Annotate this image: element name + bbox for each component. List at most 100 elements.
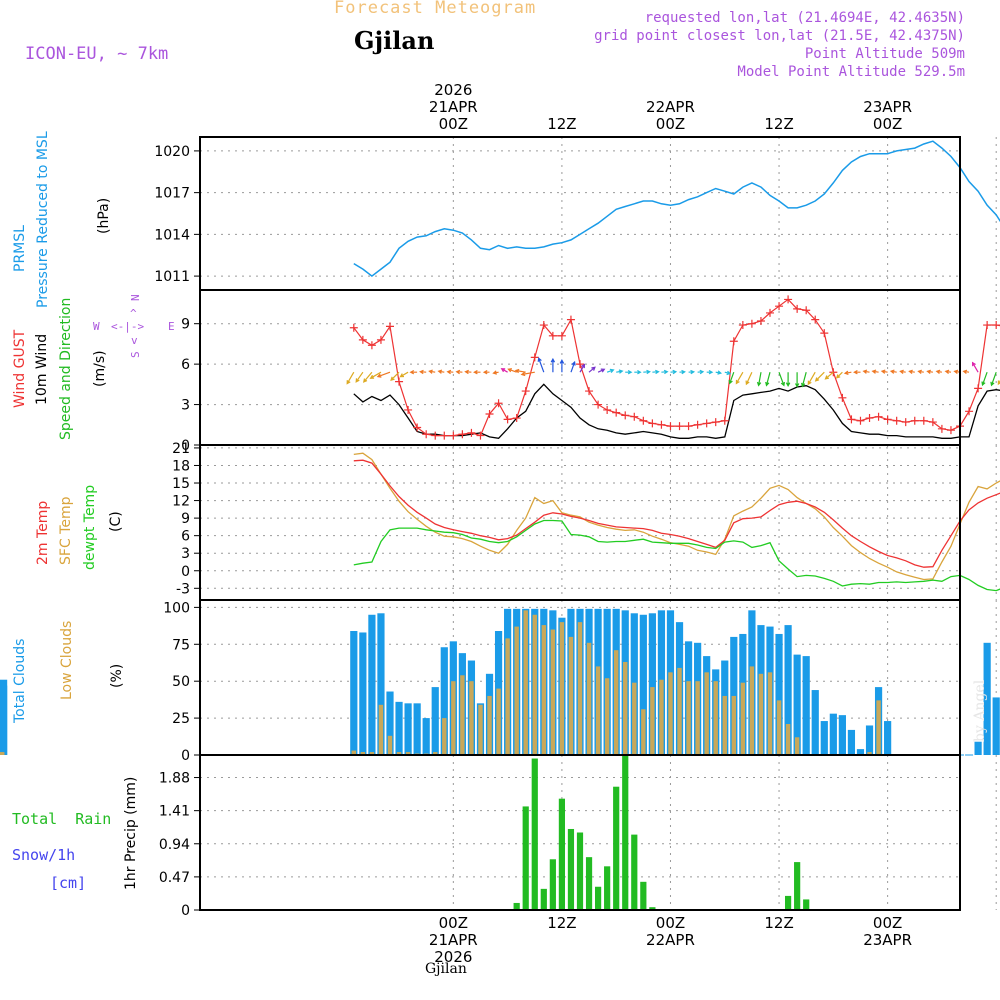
gust-marker bbox=[476, 431, 485, 440]
wind-direction-arrow bbox=[369, 371, 382, 379]
wind-direction-arrow bbox=[862, 369, 870, 374]
gust-marker bbox=[449, 431, 458, 440]
low-cloud-bar bbox=[595, 666, 601, 755]
precip-ytick-label: 1.41 bbox=[159, 804, 190, 820]
time-label: 22APR bbox=[646, 98, 695, 116]
gust-marker bbox=[720, 416, 729, 425]
gust-marker bbox=[603, 405, 612, 414]
wind-direction-arrow bbox=[492, 370, 499, 375]
gust-marker bbox=[503, 415, 512, 424]
wind-direction-arrow bbox=[550, 357, 556, 373]
time-label: 12Z bbox=[547, 914, 576, 932]
gust-marker bbox=[747, 319, 756, 328]
wind-direction-arrow bbox=[785, 372, 791, 388]
total-cloud-bar bbox=[856, 749, 865, 755]
total-cloud-bar bbox=[838, 715, 846, 755]
gust-marker bbox=[811, 315, 820, 324]
wind-direction-arrow bbox=[643, 369, 651, 375]
gust-marker bbox=[992, 321, 1000, 330]
prmsl-label-1: PRMSL bbox=[12, 225, 28, 272]
total-cloud-bar bbox=[802, 656, 810, 755]
total-cloud-bar bbox=[639, 614, 647, 755]
rain-bar bbox=[649, 907, 656, 910]
cloud-ytick-label: 75 bbox=[172, 637, 190, 653]
total-cloud-bar bbox=[974, 741, 982, 755]
low-cloud-bar bbox=[559, 622, 565, 755]
wind-direction-arrow bbox=[537, 357, 545, 373]
low-cloud-bar bbox=[650, 687, 655, 755]
time-label: 22APR bbox=[646, 931, 695, 949]
rain-bar bbox=[522, 806, 529, 910]
low-cloud-bar bbox=[442, 718, 447, 755]
gust-marker bbox=[983, 321, 992, 330]
total-cloud-bar bbox=[983, 642, 991, 755]
low-cloud-bar bbox=[704, 672, 709, 755]
total-cloud-label: Total Clouds bbox=[12, 639, 28, 724]
cloud-unit: (%) bbox=[109, 664, 125, 688]
wind-direction-arrow bbox=[801, 372, 807, 388]
wind-direction-arrow bbox=[437, 369, 445, 374]
time-label: 00Z bbox=[439, 115, 468, 133]
wind-direction-arrow bbox=[679, 369, 686, 375]
wind-direction-arrow bbox=[889, 369, 897, 374]
model-altitude: Model Point Altitude 529.5m bbox=[737, 64, 965, 80]
wind-direction-arrow bbox=[706, 369, 714, 375]
gust-marker bbox=[675, 422, 684, 431]
gust-marker bbox=[485, 410, 494, 418]
temp-sfc-label: SFC Temp bbox=[58, 496, 74, 565]
temp-ytick-label: 0 bbox=[181, 564, 190, 580]
wind-direction-arrow bbox=[362, 371, 373, 383]
total-rain-label: Total Rain bbox=[12, 810, 111, 828]
wind-direction-arrow bbox=[482, 369, 490, 375]
low-cloud-bar bbox=[586, 642, 592, 755]
wind-direction-arrow bbox=[971, 361, 979, 373]
gust-marker bbox=[349, 323, 358, 332]
low-cloud-bar bbox=[360, 752, 366, 755]
wind-direction-arrow bbox=[606, 368, 615, 373]
cloud-ytick-label: 25 bbox=[172, 711, 190, 727]
wind-direction-arrow bbox=[399, 371, 409, 378]
low-cloud-bar bbox=[785, 724, 791, 755]
gust-marker bbox=[883, 415, 892, 424]
low-cloud-bar bbox=[867, 752, 872, 755]
gust-marker bbox=[548, 331, 557, 340]
gust-marker bbox=[494, 399, 503, 408]
gust-marker bbox=[557, 331, 566, 340]
gust-marker bbox=[928, 418, 937, 427]
panel-frames bbox=[199, 136, 961, 911]
time-label: 12Z bbox=[547, 115, 576, 133]
compass-down-arrow: v bbox=[131, 334, 138, 347]
gust-line bbox=[353, 298, 1000, 437]
total-cloud-bar bbox=[829, 713, 837, 755]
gust-marker bbox=[820, 329, 829, 338]
low-cloud-bar bbox=[767, 672, 773, 755]
low-cloud-bar bbox=[776, 700, 782, 755]
gust-marker bbox=[657, 420, 666, 429]
low-cloud-bar bbox=[387, 735, 393, 755]
low-cloud-bar bbox=[659, 679, 664, 755]
gust-marker bbox=[937, 424, 946, 433]
rain-bar bbox=[622, 755, 629, 910]
temp-dewpt-label: dewpt Temp bbox=[82, 485, 98, 570]
total-cloud-bar bbox=[847, 729, 856, 755]
gust-marker bbox=[856, 416, 865, 425]
low-cloud-bar bbox=[641, 709, 646, 755]
prmsl-ytick-label: 1014 bbox=[154, 227, 190, 243]
gust-marker bbox=[521, 387, 530, 396]
wind-direction-arrow bbox=[588, 366, 596, 373]
wind-direction-arrow bbox=[579, 363, 586, 373]
gust-marker bbox=[919, 416, 928, 425]
low-cloud-bar bbox=[541, 625, 547, 755]
wind-direction-arrow bbox=[756, 372, 762, 387]
wind-direction-arrow bbox=[652, 369, 660, 375]
wind-direction-arrow bbox=[745, 371, 753, 386]
wind-direction-arrow bbox=[376, 371, 391, 378]
wind-direction-arrow bbox=[507, 368, 517, 373]
prmsl-unit: (hPa) bbox=[96, 198, 112, 234]
low-cloud-bar bbox=[514, 626, 519, 755]
cloud-ytick-label: 50 bbox=[172, 674, 190, 690]
low-cloud-bar bbox=[0, 753, 5, 755]
temp-ytick-label: 6 bbox=[181, 529, 190, 545]
gust-marker bbox=[512, 414, 521, 423]
